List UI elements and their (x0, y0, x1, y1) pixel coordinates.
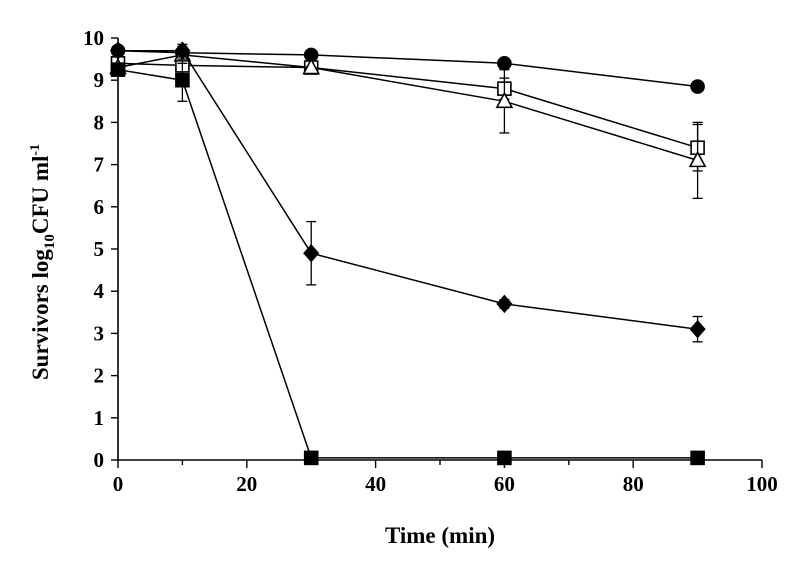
data-point (495, 91, 514, 109)
series-filled-circle (110, 43, 705, 94)
y-tick-label: 7 (94, 153, 105, 177)
y-tick-label: 9 (94, 68, 105, 92)
data-point (109, 41, 127, 60)
x-tick-label: 80 (623, 472, 644, 496)
x-axis-title: Time (min) (385, 523, 495, 548)
y-tick-label: 3 (94, 321, 105, 345)
y-axis-ticks: 0 1 2 3 4 5 6 7 8 9 10 (83, 26, 118, 472)
data-point (303, 450, 319, 466)
series-line (117, 68, 698, 459)
y-tick-label: 10 (83, 26, 104, 50)
series-open-square (110, 56, 705, 172)
y-tick-label: 2 (94, 364, 105, 388)
data-point (497, 56, 512, 71)
x-axis-ticks: 0 20 40 60 80 100 (113, 460, 778, 496)
y-tick-label: 1 (94, 406, 105, 430)
y-axis-title-subscript: 10 (42, 234, 58, 249)
data-point (110, 62, 126, 77)
x-tick-label: 20 (236, 472, 257, 496)
data-series (109, 41, 707, 466)
y-axis-title-main: Survivors log (28, 249, 53, 380)
data-point (690, 450, 705, 466)
y-tick-label: 4 (94, 279, 105, 303)
data-point (303, 244, 320, 263)
data-point (497, 450, 512, 466)
data-point (688, 150, 707, 168)
y-tick-label: 5 (94, 237, 105, 261)
series-line (118, 49, 698, 330)
y-axis-title: Survivors log10CFU ml-1 (28, 144, 58, 380)
data-point (689, 319, 706, 339)
series-filled-square (110, 58, 705, 466)
y-tick-label: 0 (94, 448, 105, 472)
x-tick-label: 0 (113, 472, 124, 496)
y-axis-title-superscript: -1 (28, 144, 43, 156)
x-tick-label: 40 (365, 472, 386, 496)
y-tick-label: 6 (94, 195, 105, 219)
data-point (496, 294, 513, 314)
y-tick-label: 8 (94, 110, 105, 134)
series-line (117, 49, 698, 88)
data-point (175, 72, 190, 88)
data-point (302, 57, 321, 75)
x-tick-label: 60 (494, 472, 515, 496)
x-tick-label: 100 (746, 472, 778, 496)
series-filled-diamond (109, 41, 706, 343)
data-point (690, 79, 705, 94)
y-axis-title-unit: CFU ml (28, 156, 53, 235)
